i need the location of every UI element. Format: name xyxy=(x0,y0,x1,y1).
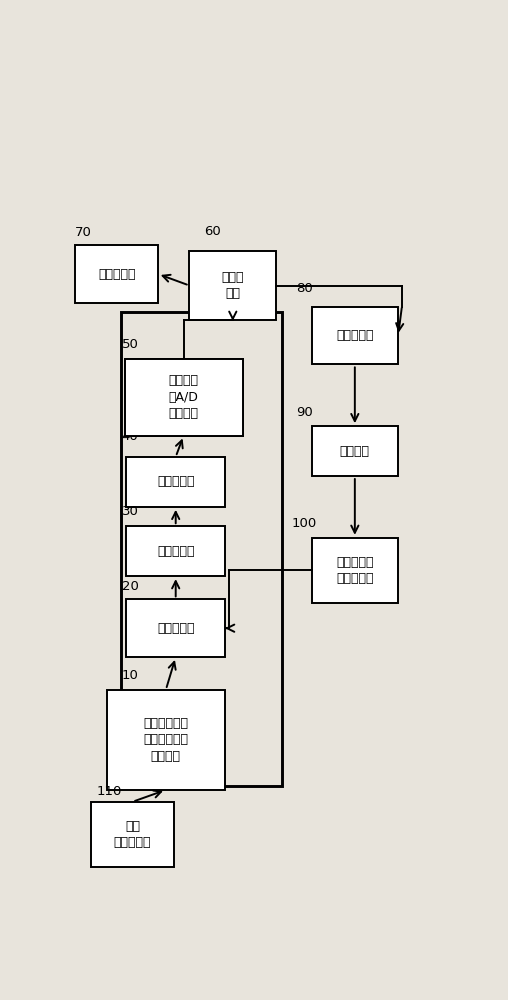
Text: 70: 70 xyxy=(75,226,91,239)
Bar xyxy=(126,599,225,657)
Text: 待测
红外辐射面: 待测 红外辐射面 xyxy=(114,820,151,849)
Text: 50: 50 xyxy=(122,338,139,351)
Bar xyxy=(124,359,243,436)
Text: 带通滤波器: 带通滤波器 xyxy=(157,475,195,488)
Bar xyxy=(75,245,158,303)
Text: 90: 90 xyxy=(296,406,312,419)
Bar xyxy=(126,526,225,576)
Bar xyxy=(126,457,225,507)
Text: 100: 100 xyxy=(292,517,317,530)
Bar xyxy=(311,426,398,476)
Bar xyxy=(91,802,174,867)
Bar xyxy=(189,251,276,320)
Text: 二维精密电
控位移系统: 二维精密电 控位移系统 xyxy=(336,556,373,585)
Text: 主接口
电路: 主接口 电路 xyxy=(221,271,244,300)
Text: 主放大器
及A/D
转换电路: 主放大器 及A/D 转换电路 xyxy=(169,374,199,420)
Text: 40: 40 xyxy=(122,430,139,443)
Bar xyxy=(124,359,243,436)
Bar xyxy=(311,307,398,364)
Text: 光电隔离器: 光电隔离器 xyxy=(336,329,373,342)
Text: 10: 10 xyxy=(122,669,139,682)
Bar xyxy=(107,690,225,790)
Text: 30: 30 xyxy=(122,505,139,518)
Text: 前置放大器: 前置放大器 xyxy=(157,545,195,558)
Bar xyxy=(120,312,282,786)
Text: 主控计算机: 主控计算机 xyxy=(98,267,136,280)
Text: 驱动电路: 驱动电路 xyxy=(340,445,370,458)
Text: 80: 80 xyxy=(296,282,312,295)
Bar xyxy=(311,538,398,603)
Text: 20: 20 xyxy=(122,580,139,593)
Text: 红外探测器: 红外探测器 xyxy=(157,622,195,635)
Text: 高分辨率小光
点采样和成像
光学系统: 高分辨率小光 点采样和成像 光学系统 xyxy=(143,717,188,763)
Text: 主放大器
及: 主放大器 及 xyxy=(169,382,199,412)
Text: 110: 110 xyxy=(97,785,122,798)
Text: 60: 60 xyxy=(204,225,221,238)
Text: 主放大器
及
A/D
转换电路: 主放大器 及 A/D 转换电路 xyxy=(169,375,199,438)
